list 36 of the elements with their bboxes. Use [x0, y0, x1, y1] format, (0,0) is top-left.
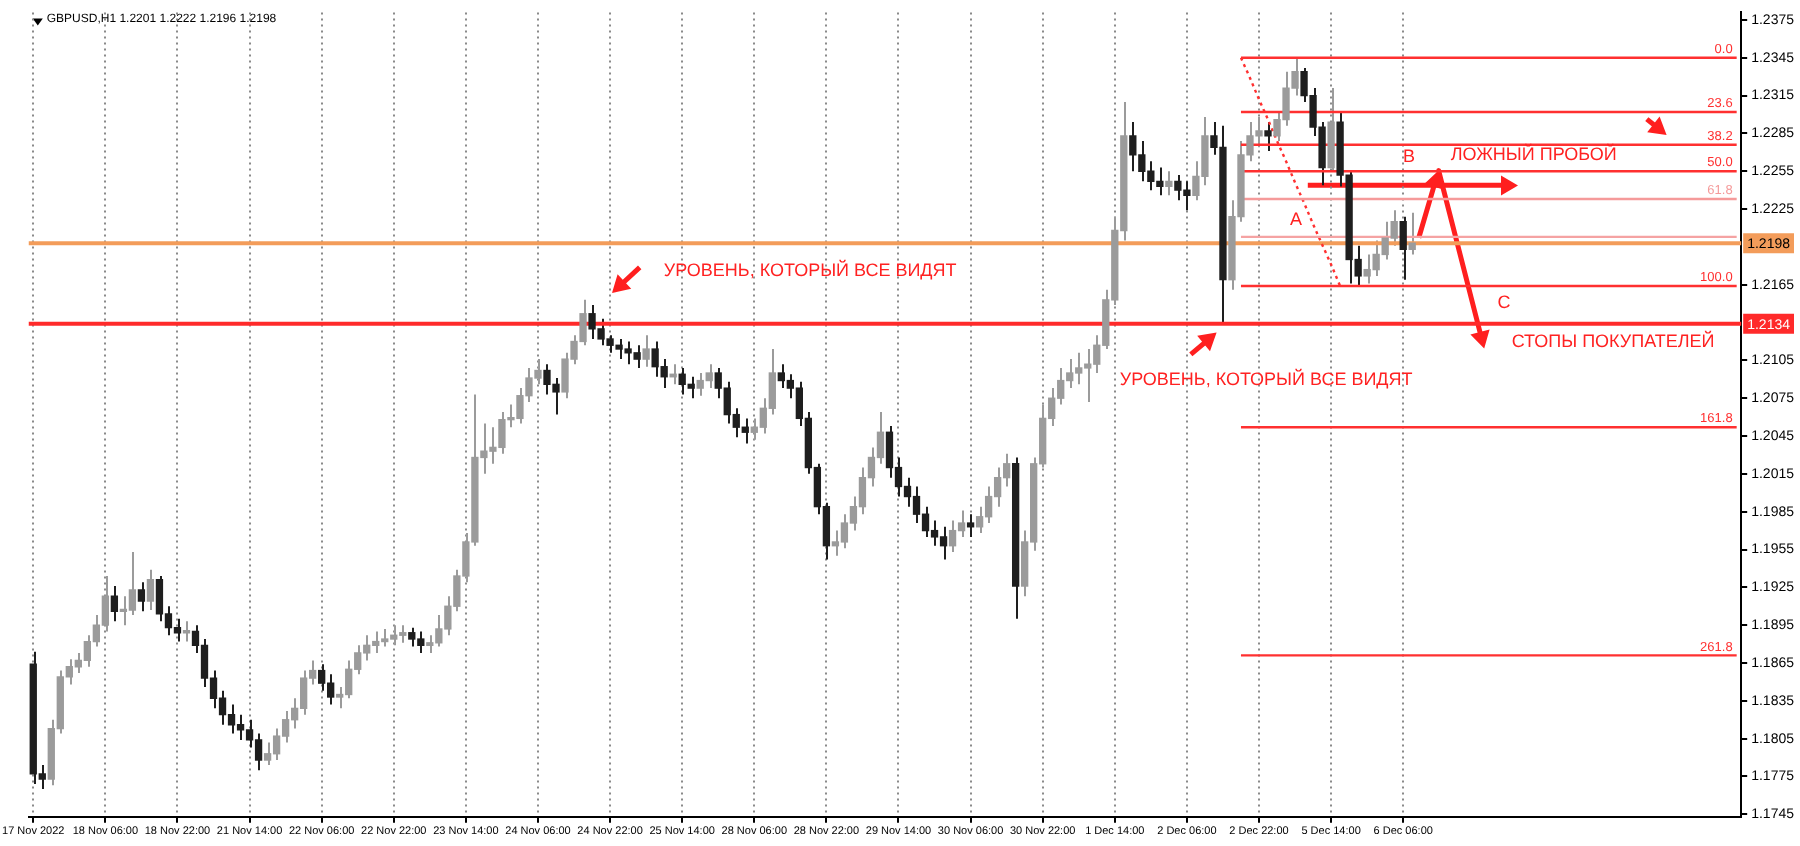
candlestick — [687, 375, 695, 400]
candlestick — [128, 551, 137, 617]
annotation: B — [1402, 145, 1415, 166]
candlestick — [1129, 121, 1137, 173]
annotation: УРОВЕНЬ, КОТОРЫЙ ВСЕ ВИДЯТ — [663, 258, 958, 281]
candlestick — [966, 513, 975, 538]
candlestick — [299, 669, 308, 716]
candlestick — [1264, 121, 1272, 153]
candlestick — [1399, 215, 1407, 281]
annotation: A — [1289, 208, 1302, 229]
candlestick — [1408, 211, 1416, 256]
candlestick — [137, 581, 146, 613]
candlestick — [984, 485, 993, 525]
annotation: УРОВЕНЬ, КОТОРЫЙ ВСЕ ВИДЯТ — [1119, 366, 1414, 389]
candlestick — [840, 513, 849, 550]
candlestick — [318, 663, 326, 692]
candlestick — [831, 529, 840, 557]
candlestick — [227, 703, 236, 735]
candlestick — [110, 585, 119, 623]
candlestick — [263, 741, 272, 767]
annotation: СТОПЫ ПОКУПАТЕЛЕЙ — [1511, 329, 1715, 352]
annotation: ЛОЖНЫЙ ПРОБОЙ — [1450, 141, 1617, 164]
candlestick — [885, 424, 894, 479]
candlestick — [1165, 170, 1173, 197]
candlestick — [939, 525, 948, 561]
candlestick — [948, 519, 957, 554]
candlestick — [705, 363, 713, 390]
candlestick — [957, 509, 966, 538]
candlestick — [155, 574, 164, 623]
annotation: C — [1497, 291, 1512, 312]
candlestick — [408, 626, 416, 648]
candlestick — [1327, 87, 1335, 173]
candlestick — [642, 334, 650, 368]
candlestick — [272, 727, 281, 762]
candlestick — [912, 485, 921, 525]
candlestick — [146, 568, 155, 612]
